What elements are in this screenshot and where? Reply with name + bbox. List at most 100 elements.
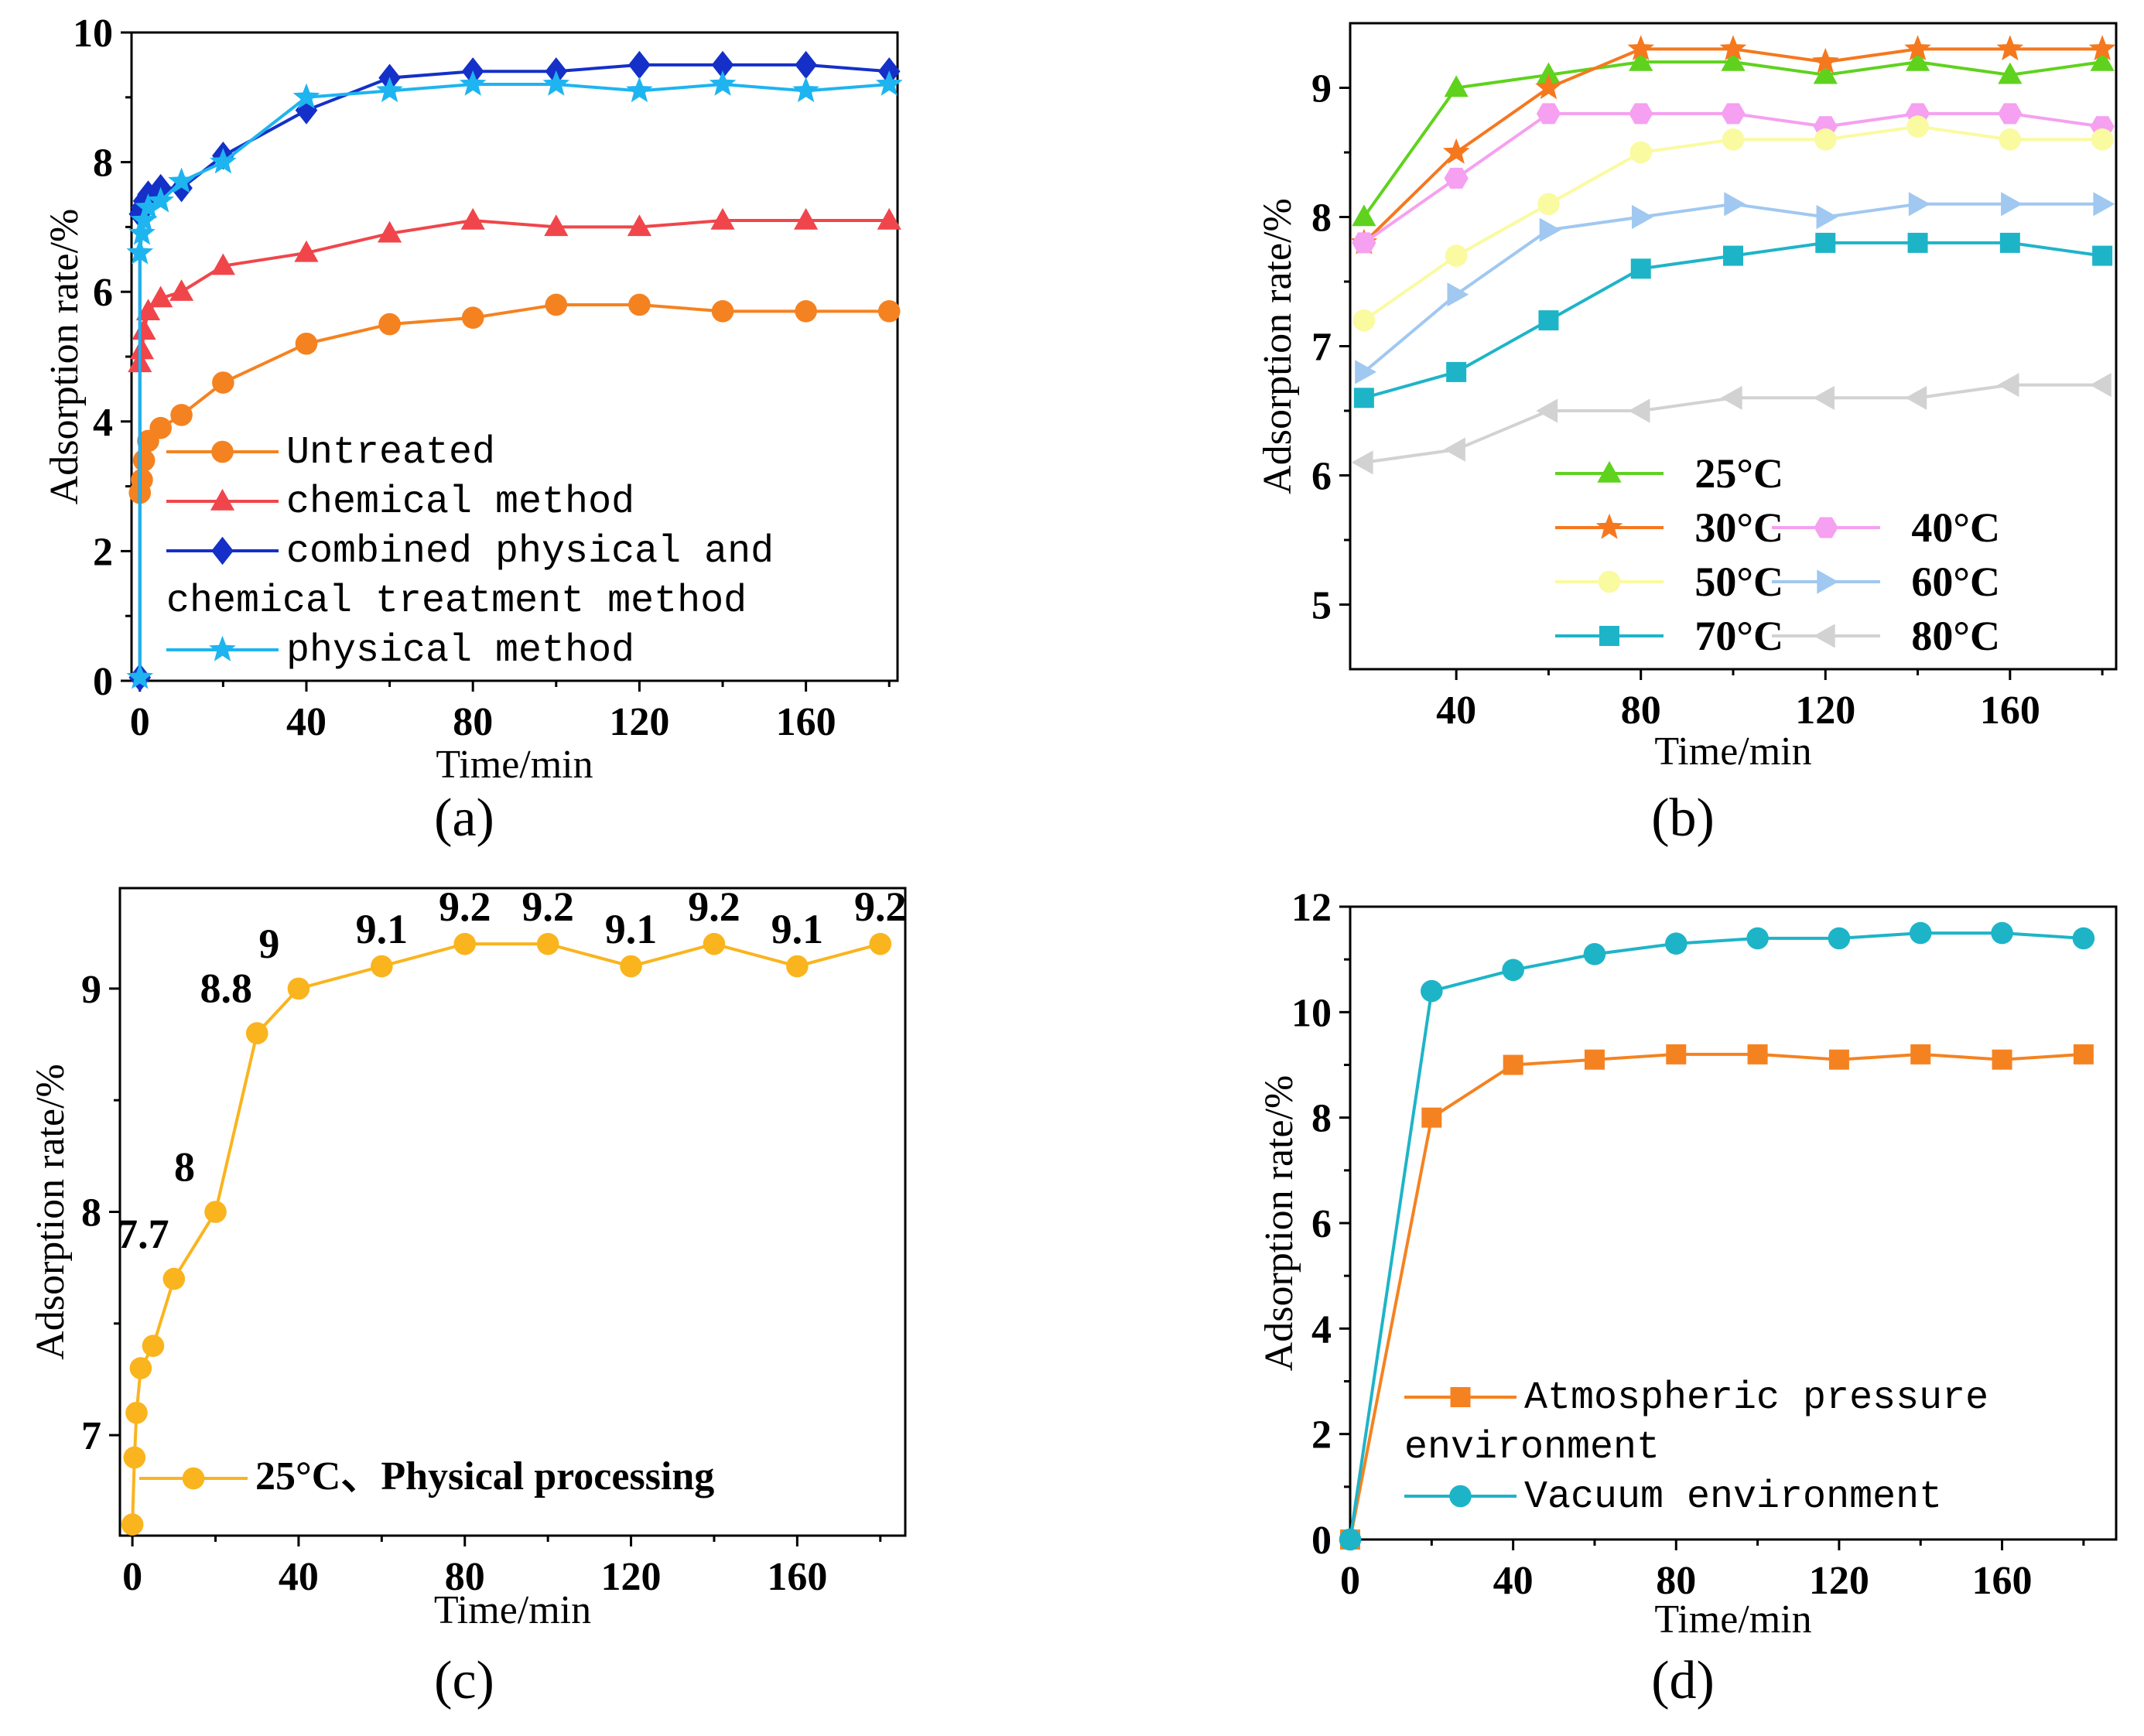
- series-70-c: [1353, 232, 2113, 408]
- panel-b: 40 80 120 160 5 6 7 8 9 Time/min Adsorption rate/%…: [1256, 22, 2118, 848]
- data-point: [620, 955, 642, 978]
- data-label: 8.8: [200, 965, 252, 1012]
- data-point: [1629, 141, 1653, 164]
- data-point: [132, 318, 156, 340]
- data-point: [1447, 282, 1469, 307]
- x-tick-label: 80: [445, 1555, 485, 1599]
- data-point: [2090, 49, 2115, 71]
- data-point: [1814, 128, 1837, 151]
- legend-marker: [1598, 570, 1621, 593]
- data-point: [703, 932, 726, 955]
- series-vacuum-environment: [1339, 921, 2095, 1551]
- data-point: [1719, 35, 1747, 61]
- data-point: [1828, 927, 1851, 950]
- data-label: 9.1: [605, 906, 658, 952]
- data-point: [169, 279, 194, 301]
- y-axis-label: Adsorption rate/%: [43, 209, 87, 505]
- data-point: [292, 83, 320, 109]
- data-point: [877, 300, 901, 323]
- y-tick-label: 6: [1311, 1202, 1332, 1246]
- legend-label: 70°C: [1694, 613, 1783, 659]
- data-point: [2088, 35, 2116, 61]
- legend-label: chemical method: [286, 480, 634, 525]
- series-25-c-physical-processing: [121, 932, 892, 1536]
- series-50-c: [1352, 115, 2114, 332]
- y-tick-label: 9: [1311, 67, 1332, 111]
- x-axis-label: Time/min: [1654, 730, 1811, 774]
- data-point: [542, 70, 570, 96]
- legend: 25°C、Physical processing: [139, 1454, 714, 1498]
- data-point: [1630, 258, 1651, 279]
- data-point: [170, 404, 193, 426]
- data-point: [711, 300, 734, 323]
- y-tick-label: 7: [81, 1414, 101, 1458]
- legend: Untreated chemical method combined physica…: [166, 431, 774, 673]
- legend-label: chemical treatment method: [166, 579, 747, 624]
- data-point: [1536, 398, 1558, 423]
- data-point: [1353, 388, 1374, 408]
- x-axis-label: Time/min: [1654, 1598, 1811, 1642]
- series-80-c: [1351, 373, 2112, 475]
- data-point: [1538, 310, 1559, 331]
- x-axis-label: Time/min: [434, 1588, 591, 1632]
- legend-marker: [1813, 624, 1835, 648]
- y-axis-label: Adsorption rate/%: [1256, 198, 1300, 494]
- x-tick-label: 80: [1656, 1559, 1696, 1603]
- data-point: [1998, 62, 2023, 84]
- data-label: 9.2: [688, 883, 740, 930]
- panel-d: 0 40 80 120 160 0 2 4 6 8 10 12 Time/min Adsorption r…: [1257, 886, 2118, 1710]
- data-point: [1535, 73, 1562, 100]
- data-point: [1997, 373, 2019, 398]
- data-point: [135, 299, 161, 321]
- data-point: [1351, 450, 1373, 475]
- legend-marker: [1597, 460, 1622, 483]
- data-point: [1355, 360, 1377, 384]
- data-point: [1583, 943, 1606, 965]
- series-line: [131, 942, 881, 1525]
- data-point: [123, 1446, 146, 1469]
- data-point: [1904, 35, 1931, 61]
- y-axis-label: Adsorption rate/%: [29, 1064, 73, 1360]
- data-point: [129, 337, 155, 360]
- legend-marker: [1817, 569, 1839, 594]
- data-point: [2001, 192, 2023, 217]
- data-point: [149, 285, 173, 308]
- legend-marker: [1449, 1485, 1472, 1508]
- data-label: 9: [258, 921, 279, 967]
- x-tick-label: 80: [1621, 689, 1661, 733]
- data-point: [129, 1357, 152, 1379]
- data-point: [2092, 245, 2113, 266]
- data-point: [1536, 103, 1561, 125]
- data-label: 9.2: [521, 883, 574, 930]
- data-point: [544, 214, 569, 237]
- data-label: 9.1: [356, 906, 409, 952]
- x-axis-label: Time/min: [436, 743, 593, 787]
- data-point: [795, 50, 817, 80]
- data-point: [1722, 128, 1745, 151]
- legend-marker: [211, 440, 234, 463]
- series-60-c: [1355, 192, 2115, 384]
- series-atmospheric-pressure-environment: [1340, 1044, 2094, 1550]
- y-tick-label: 8: [81, 1191, 101, 1235]
- data-point: [287, 977, 310, 1000]
- data-point: [132, 449, 156, 472]
- y-tick-label: 10: [1291, 991, 1332, 1035]
- data-point: [875, 70, 903, 96]
- series-line: [138, 302, 890, 494]
- y-tick-label: 6: [1311, 455, 1332, 499]
- data-point: [1828, 1049, 1849, 1070]
- data-point: [130, 206, 158, 232]
- data-point: [794, 207, 819, 230]
- y-axis-label: Adsorption rate/%: [1257, 1075, 1301, 1372]
- data-point: [710, 207, 735, 230]
- data-point: [1445, 244, 1468, 267]
- data-point: [792, 77, 819, 103]
- data-point: [2072, 927, 2095, 950]
- data-point: [628, 50, 651, 80]
- x-tick-label: 0: [130, 700, 150, 744]
- data-label: 7.7: [117, 1211, 169, 1257]
- x-tick-label: 80: [453, 700, 493, 744]
- x-tick-label: 120: [601, 1555, 662, 1599]
- data-point: [1352, 204, 1376, 227]
